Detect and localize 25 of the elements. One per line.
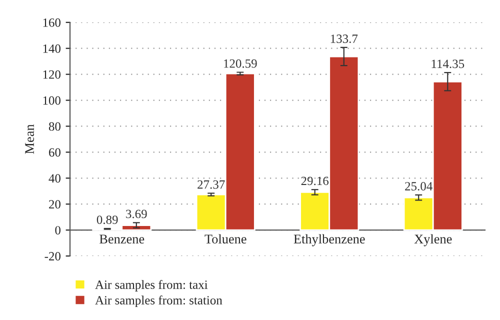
legend-label: Air samples from: taxi [95, 280, 208, 292]
data-label: 133.7 [330, 34, 358, 44]
data-label: 3.69 [126, 210, 147, 218]
legend-label: Air samples from: station [95, 296, 222, 308]
data-label: 25.04 [405, 182, 432, 191]
data-label: 0.89 [96, 216, 118, 224]
data-label: 114.35 [432, 60, 464, 68]
data-label: 29.16 [301, 176, 329, 186]
x-tick-label: Xylene [414, 234, 452, 246]
y-tick-label: -20 [44, 252, 60, 260]
data-label: 27.37 [198, 180, 225, 189]
x-tick-label: Ethylbenzene [294, 234, 365, 246]
y-tick-label: 80 [48, 122, 60, 131]
y-tick-label: 160 [43, 18, 60, 27]
x-tick-label: Toluene [204, 234, 246, 244]
data-label: 120.59 [224, 59, 257, 68]
y-tick-label: 20 [49, 200, 60, 209]
y-axis-title: Mean [25, 124, 34, 154]
y-tick-label: 140 [43, 44, 60, 53]
y-tick-label: 60 [49, 148, 60, 157]
y-tick-label: 40 [48, 174, 60, 183]
y-tick-label: 0 [55, 226, 60, 235]
x-tick-label: Benzene [100, 234, 144, 244]
y-tick-label: 120 [43, 70, 60, 79]
y-tick-label: 100 [43, 96, 60, 105]
